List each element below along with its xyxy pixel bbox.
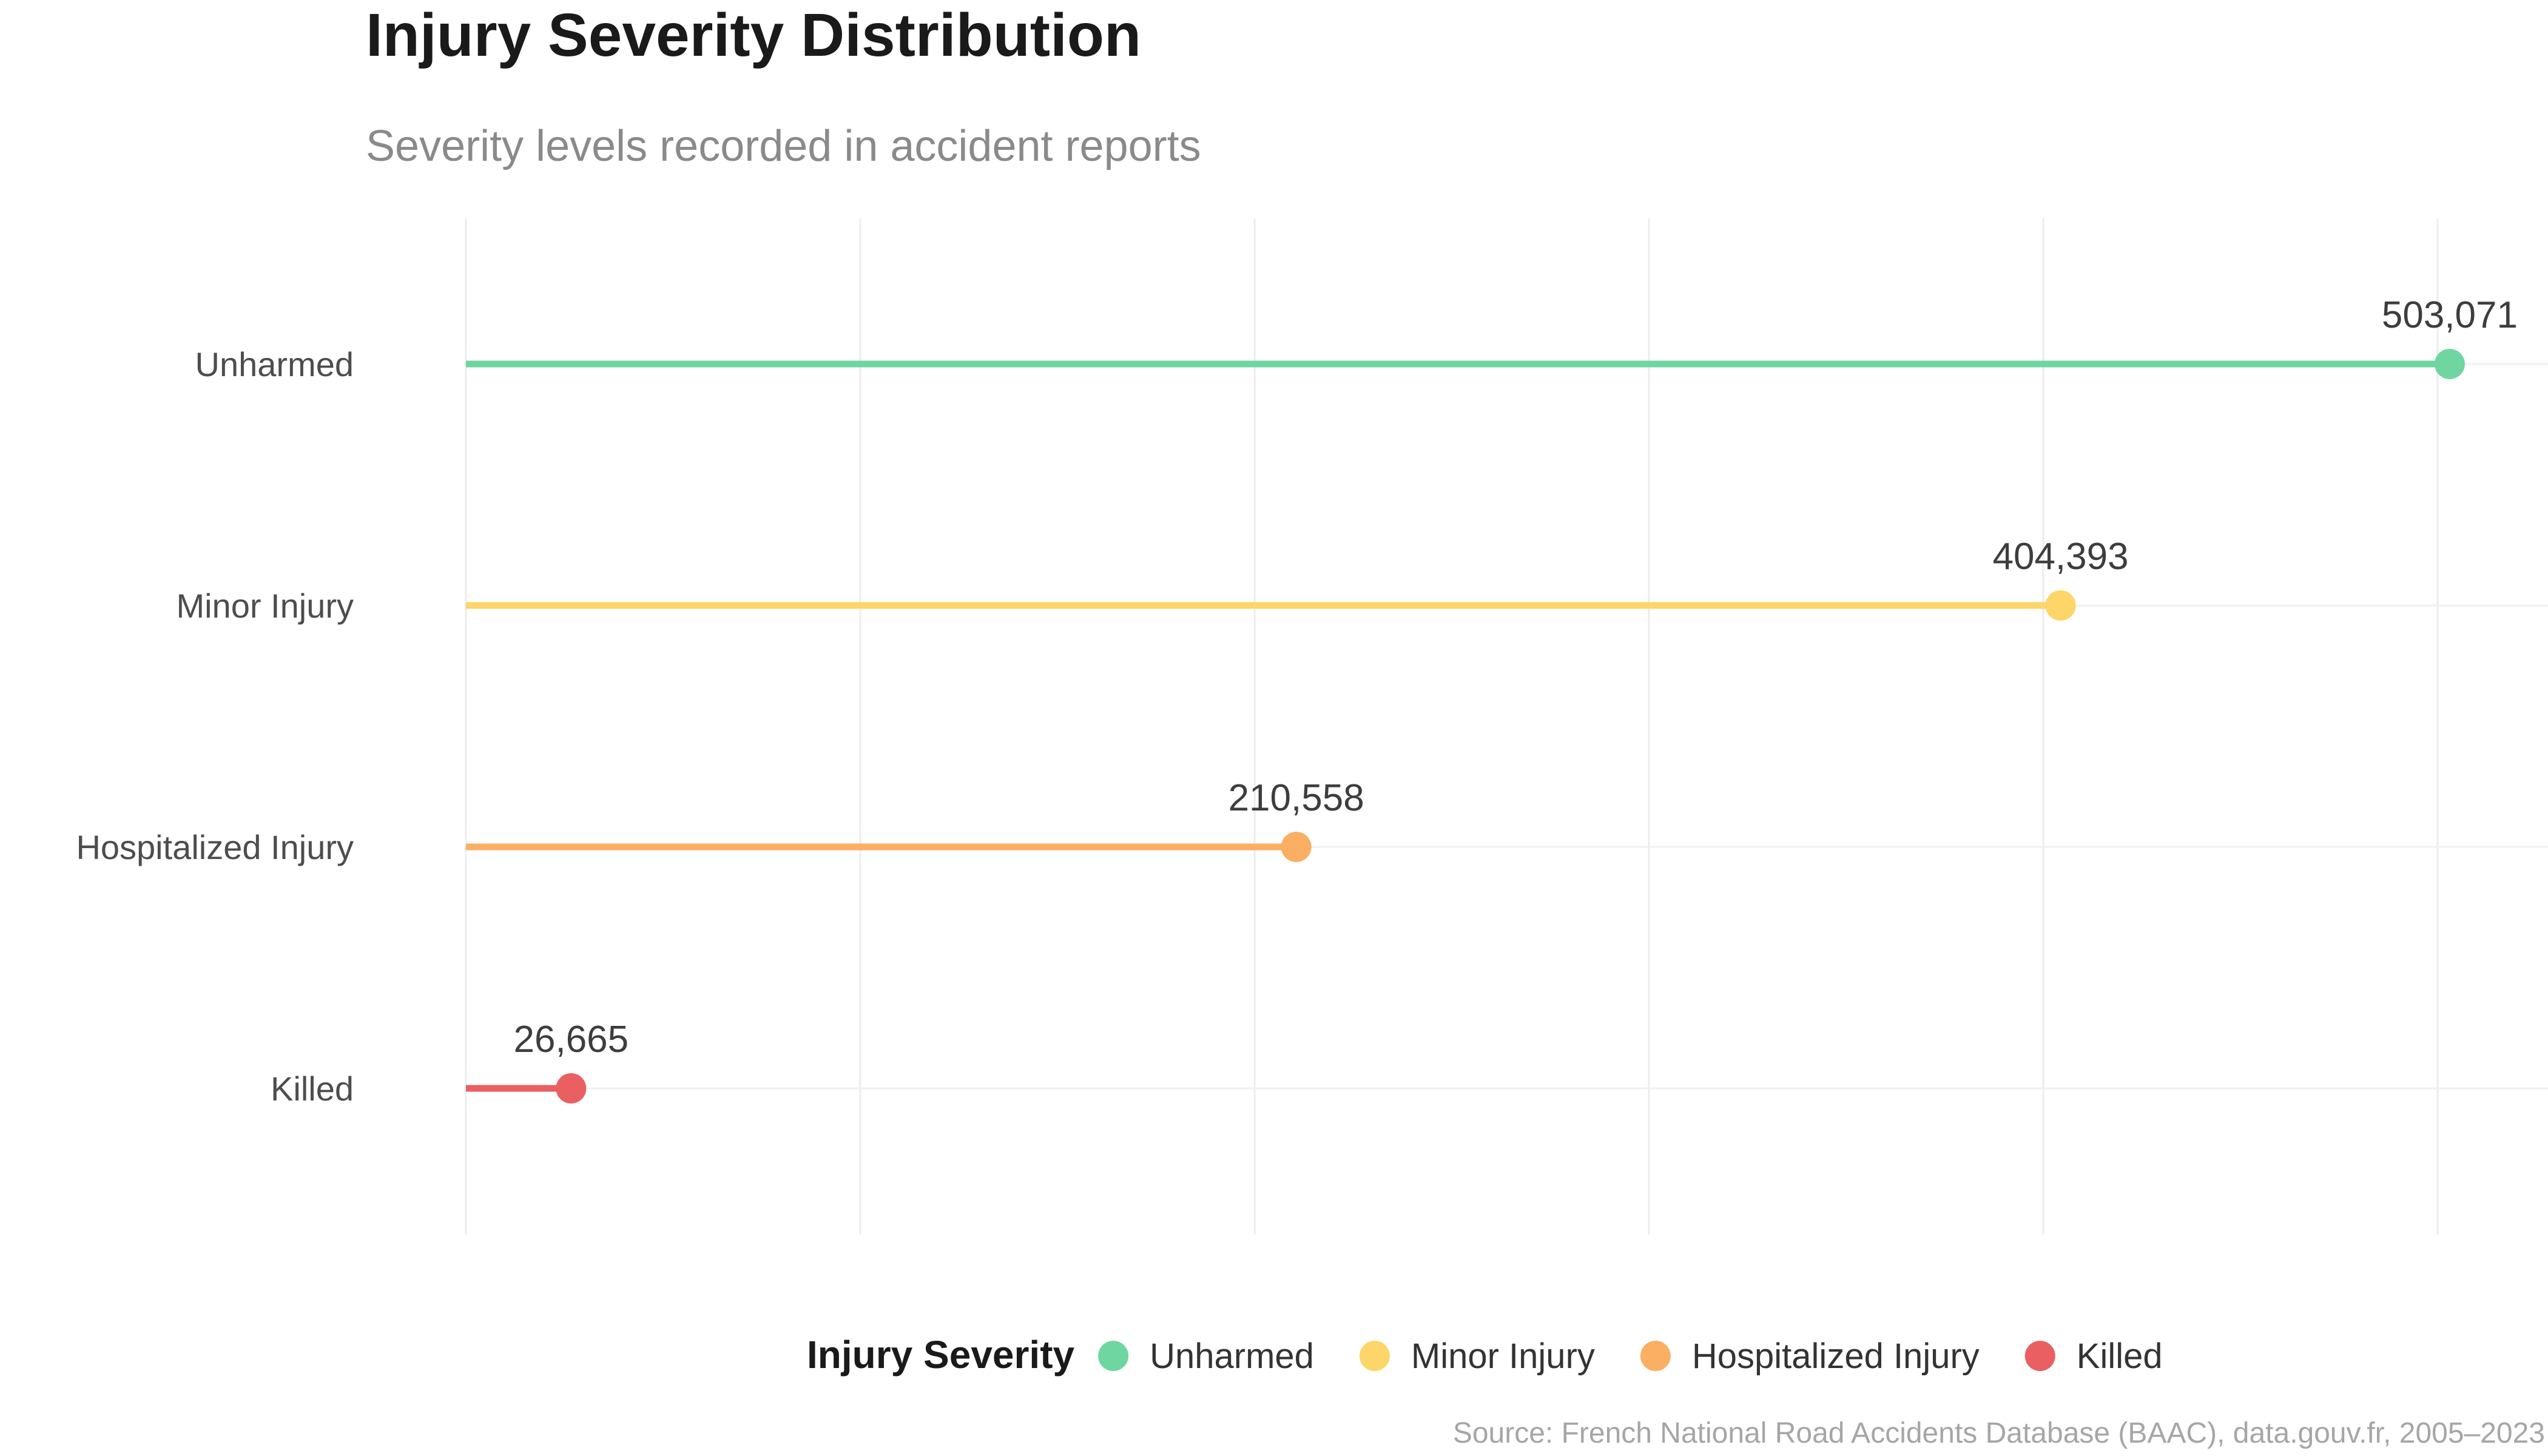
y-axis: Unharmed Minor Injury Hospitalized Injury K… xyxy=(76,345,354,1108)
y-tick-label-killed: Killed xyxy=(271,1070,354,1108)
data-label-killed: 26,665 xyxy=(514,1019,629,1060)
legend-label: Killed xyxy=(2077,1336,2163,1376)
y-tick-label-minor-injury: Minor Injury xyxy=(176,587,354,625)
data-label-unharmed: 503,071 xyxy=(2382,294,2518,336)
point-unharmed xyxy=(2434,349,2465,379)
legend-key-point xyxy=(1359,1341,1390,1371)
data-label-minor-injury: 404,393 xyxy=(1992,536,2128,578)
legend-key-point xyxy=(1640,1341,1671,1371)
legend-label: Minor Injury xyxy=(1411,1336,1595,1376)
y-tick-label-hospitalized-injury: Hospitalized Injury xyxy=(76,828,354,866)
data-label-hospitalized-injury: 210,558 xyxy=(1228,777,1364,819)
chart-subtitle: Severity levels recorded in accident rep… xyxy=(366,122,1201,170)
chart-caption: Source: French National Road Accidents D… xyxy=(1453,1417,2545,1449)
legend-item-killed: Killed xyxy=(2024,1336,2163,1376)
point-hospitalized-injury xyxy=(1281,832,1312,862)
point-killed xyxy=(556,1073,587,1104)
legend-item-hospitalized-injury: Hospitalized Injury xyxy=(1640,1336,1980,1376)
legend-key-point xyxy=(2024,1341,2055,1371)
grid xyxy=(465,218,2548,1235)
legend: Injury Severity Unharmed Minor Injury Hosp… xyxy=(807,1333,2163,1377)
y-tick-label-unharmed: Unharmed xyxy=(195,345,354,383)
point-minor-injury xyxy=(2045,590,2076,621)
legend-item-unharmed: Unharmed xyxy=(1098,1336,1314,1376)
chart-title: Injury Severity Distribution xyxy=(366,1,1141,69)
legend-label: Unharmed xyxy=(1150,1336,1314,1376)
plot-marks: 503,071 404,393 210,558 26,665 xyxy=(466,294,2518,1104)
legend-label: Hospitalized Injury xyxy=(1692,1336,1980,1376)
legend-key-point xyxy=(1098,1341,1129,1371)
legend-item-minor-injury: Minor Injury xyxy=(1359,1336,1595,1376)
legend-title: Injury Severity xyxy=(807,1333,1075,1377)
